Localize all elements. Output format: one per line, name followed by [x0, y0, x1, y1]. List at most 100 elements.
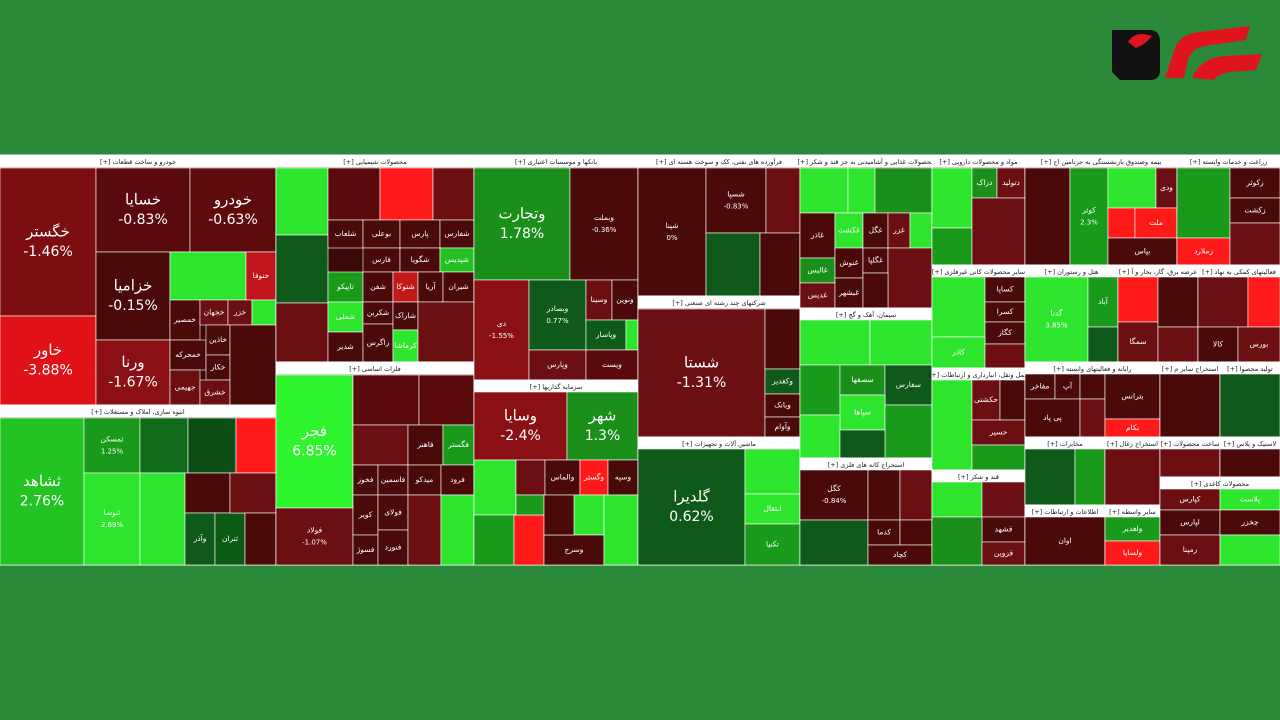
tile: [439, 247, 475, 273]
tile-label: فخوز: [357, 475, 374, 484]
tile: [874, 167, 933, 214]
tile-label: کگاز: [997, 328, 1012, 337]
tile-label: شسپا: [727, 190, 745, 199]
tile-label: گلدیرا: [673, 488, 710, 506]
sector: شرکتهای چند رشته ای صنعتی [+] شستا -1.31% و…: [637, 295, 801, 438]
tile-label: والماس: [551, 473, 575, 482]
tile: [862, 247, 889, 274]
tile-label: فاسمین: [381, 475, 406, 484]
tile: [899, 469, 933, 521]
sector-header: [474, 155, 638, 168]
sector-title: هتل و رستوران [+]: [1045, 268, 1099, 276]
tile-label: ولساپا: [1123, 548, 1143, 557]
sector: محصولات غذایی و آشامیدنی به جز قند و شکر…: [797, 154, 935, 309]
tile-value: 2.69%: [101, 521, 124, 529]
sector-title: سیمان، آهک و گچ [+]: [836, 310, 896, 319]
tile: [839, 429, 886, 459]
tile: [1024, 373, 1056, 400]
sector-header: [0, 155, 276, 168]
sector-title: سرمایه گذاریها [+]: [530, 383, 583, 391]
tile: [585, 349, 639, 381]
tile: [199, 299, 229, 326]
tile: [442, 271, 475, 303]
sector: فلزات اساسی [+] فجر 6.85% فولاد -1.07% فاهنر ف…: [275, 361, 475, 566]
sector: سایر محصولات کانی غیرفلزی [+] کساپا کسرا کگ…: [931, 264, 1026, 369]
tile-label: بترانس: [1121, 392, 1143, 401]
sector: هتل و رستوران [+] گدنا 3.85% آباد: [1024, 264, 1119, 363]
sector-header: [638, 437, 800, 450]
tile: [867, 469, 901, 521]
tile-label: شپنا: [665, 221, 678, 230]
tile-label: شدیر: [336, 342, 353, 351]
tile-value: -1.07%: [302, 539, 327, 547]
sector-header: [800, 308, 932, 321]
tile: [705, 232, 761, 297]
tile: [569, 167, 639, 281]
tile: [1197, 276, 1249, 328]
tile-label: غدیس: [808, 291, 828, 300]
sector-title: محصولات غذایی و آشامیدنی به جز قند و شکر…: [797, 157, 934, 166]
tile-label: غکشت: [838, 226, 860, 235]
sector-title: شرکتهای چند رشته ای صنعتی [+]: [672, 299, 765, 307]
tile: [442, 424, 475, 466]
sector-title: مخابرات [+]: [1047, 440, 1083, 448]
tile: [407, 464, 442, 496]
tile: [1087, 326, 1119, 363]
tile: [392, 329, 419, 363]
tile-value: -0.83%: [118, 212, 168, 228]
sector: ماشین آلات و تجهیزات [+] گلدیرا 0.62% انتقا…: [637, 436, 801, 566]
sector-header: [1160, 477, 1280, 490]
sector-header: [1025, 362, 1160, 375]
tile-label: شلعاب: [335, 229, 357, 238]
tile-value: -0.15%: [108, 298, 158, 314]
tile: [440, 494, 475, 566]
tile: [0, 417, 85, 566]
tile-label: شگویا: [411, 255, 430, 264]
tile: [1024, 516, 1106, 566]
tile: [759, 232, 801, 297]
tile-value: -0.36%: [592, 226, 617, 234]
tile-label: کدما: [877, 528, 891, 537]
tile-label: کوثر: [1081, 206, 1096, 215]
tile-label: پلاست: [1240, 495, 1260, 504]
tile: [139, 472, 186, 566]
tile: [931, 167, 973, 229]
tile: [765, 167, 801, 234]
tile-label: فاهنر: [416, 440, 434, 449]
sector-title: استخراج سایر م [+]: [1162, 365, 1219, 373]
sector: سرمایه گذاریها [+] وسایا -2.4% شهر 1.3% والما…: [473, 379, 639, 566]
sector: تولید محصوا [+]: [1219, 361, 1280, 438]
tile-label: قشهد: [995, 525, 1013, 534]
tile: [1219, 373, 1280, 438]
tile-label: فجر: [301, 422, 327, 440]
tile: [169, 369, 201, 406]
tile: [1107, 207, 1136, 239]
tile: [251, 299, 277, 326]
tile-label: ولغدیر: [1122, 524, 1143, 533]
tile-value: -0.63%: [208, 212, 258, 228]
tile-value: 1.3%: [585, 428, 621, 444]
tile-label: وسایا: [504, 407, 537, 425]
sector-title: ماشین آلات و تجهیزات [+]: [682, 439, 756, 448]
tile-label: غزر: [892, 226, 905, 235]
tile: [764, 368, 801, 395]
sector: عرضه برق، گاز، بخار و آ [+] سمگا: [1117, 264, 1199, 363]
tile-label: پارس: [411, 229, 428, 238]
sector-header: [1025, 505, 1105, 518]
tile-label: وبصادر: [546, 304, 569, 313]
tile: [1176, 167, 1231, 239]
tile: [1219, 534, 1280, 566]
sector: قند و شکر [+] قشهد قزوین: [931, 469, 1026, 566]
tile-label: آریا: [425, 281, 436, 291]
tile: [214, 512, 246, 566]
tile: [407, 494, 442, 566]
sector-title: بیمه وصندوق بازنشستگی به جزتامین اج [+]: [1041, 158, 1162, 166]
tile-label: خکار: [210, 363, 226, 372]
tile-value: -0.84%: [822, 497, 847, 505]
tile-label: خشرق: [204, 388, 226, 397]
tile-label: لپارس: [1180, 518, 1200, 527]
tile: [1247, 276, 1280, 328]
tile: [1024, 398, 1081, 438]
tile-value: 0%: [666, 234, 677, 242]
sector-title: قند و شکر [+]: [958, 473, 999, 481]
